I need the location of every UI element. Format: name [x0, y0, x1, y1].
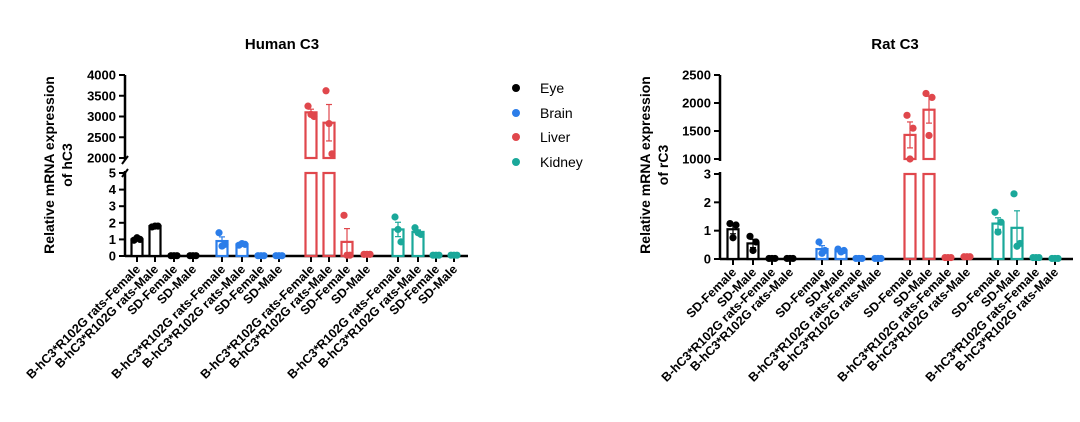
legend-item-brain: Brain [512, 101, 583, 126]
y-tick-label: 2500 [87, 130, 116, 145]
data-point [170, 252, 178, 260]
data-point [963, 253, 971, 261]
data-point [925, 131, 933, 140]
data-point [994, 228, 1002, 236]
data-point [363, 250, 371, 258]
axis-break-mark [121, 155, 129, 165]
data-point [909, 124, 917, 132]
legend-label: Eye [540, 80, 565, 97]
legend-label: Liver [540, 129, 571, 146]
data-point [325, 119, 333, 128]
data-point [340, 211, 348, 219]
y-axis-label: Relative mRNA expression [637, 76, 653, 254]
legend-marker [512, 84, 520, 93]
legend-item-liver: Liver [512, 125, 583, 150]
chart-rat-c3: Rat C3 Relative mRNA expression of rC3 0 1 2 3… [637, 36, 1073, 385]
data-point [432, 251, 440, 259]
data-point [238, 239, 246, 248]
y-axis-label: of rC3 [655, 145, 671, 186]
chart-title: Human C3 [245, 36, 319, 53]
chart-title: Rat C3 [871, 36, 919, 53]
data-point [1010, 190, 1018, 198]
data-point [215, 229, 223, 237]
bar-lower-segment [922, 172, 936, 261]
data-point [394, 225, 402, 234]
legend-item-eye: Eye [512, 76, 583, 101]
data-point [906, 155, 914, 163]
y-tick-label: 3000 [87, 109, 116, 124]
legend-marker [512, 133, 520, 142]
data-point [343, 251, 351, 259]
data-point [218, 242, 226, 250]
data-point [855, 254, 863, 263]
data-point [304, 102, 312, 110]
legend-marker [512, 108, 520, 117]
y-tick-label: 3 [109, 199, 116, 214]
y-tick-label: 1000 [682, 152, 711, 167]
y-tick-label: 3500 [87, 88, 116, 103]
data-point [746, 232, 754, 240]
y-tick-label: 0 [109, 249, 116, 264]
y-tick-label: 1 [109, 232, 116, 247]
data-point [307, 110, 315, 119]
data-point [729, 234, 737, 242]
data-point [726, 219, 734, 228]
data-point [944, 253, 952, 262]
data-point [818, 249, 826, 257]
data-point [922, 89, 930, 98]
data-point [322, 87, 330, 95]
y-axis-label: of hC3 [59, 143, 75, 187]
data-point [275, 252, 283, 260]
data-point [786, 254, 794, 263]
data-point [1013, 242, 1021, 250]
data-point [414, 229, 422, 237]
y-tick-label: 4 [109, 182, 117, 197]
y-axis-label: Relative mRNA expression [41, 76, 57, 254]
y-tick-label: 2000 [682, 96, 711, 111]
data-point [1032, 253, 1040, 262]
legend-label: Kidney [540, 153, 583, 170]
data-point [815, 238, 823, 246]
bar-lower-segment [304, 171, 318, 258]
data-point [903, 111, 911, 119]
y-tick-label: 2000 [87, 151, 116, 166]
data-point [732, 221, 740, 229]
data-point [450, 251, 458, 259]
data-point [1051, 254, 1059, 263]
y-tick-label: 1500 [682, 124, 711, 139]
data-point [328, 150, 336, 158]
data-point [257, 252, 265, 260]
legend-marker [512, 157, 520, 166]
y-tick-label: 2 [704, 195, 711, 210]
y-tick-label: 3 [704, 167, 711, 182]
data-point [874, 254, 882, 263]
y-tick-label: 1 [704, 223, 711, 238]
y-tick-label: 2500 [682, 68, 711, 83]
data-point [397, 238, 405, 246]
bar-lower-segment [903, 172, 917, 261]
bar [148, 225, 162, 258]
legend: Eye Brain Liver Kidney [512, 76, 583, 174]
data-point [749, 246, 757, 255]
y-tick-label: 2 [109, 215, 116, 230]
data-point [837, 248, 845, 256]
data-point [752, 238, 760, 246]
data-point [151, 222, 159, 230]
y-tick-label: 5 [109, 166, 116, 181]
data-point [991, 208, 999, 216]
data-point [997, 218, 1005, 226]
data-point [928, 93, 936, 101]
legend-label: Brain [540, 104, 573, 121]
bar-lower-segment [322, 171, 336, 258]
chart-human-c3: Human C3 Relative mRNA expression of hC3 0 1… [24, 36, 468, 382]
y-tick-label: 4000 [87, 68, 116, 83]
data-point [189, 252, 197, 260]
data-point [133, 234, 141, 242]
data-point [391, 213, 399, 221]
legend-item-kidney: Kidney [512, 150, 583, 175]
data-point [768, 254, 776, 263]
y-tick-label: 0 [704, 252, 711, 267]
